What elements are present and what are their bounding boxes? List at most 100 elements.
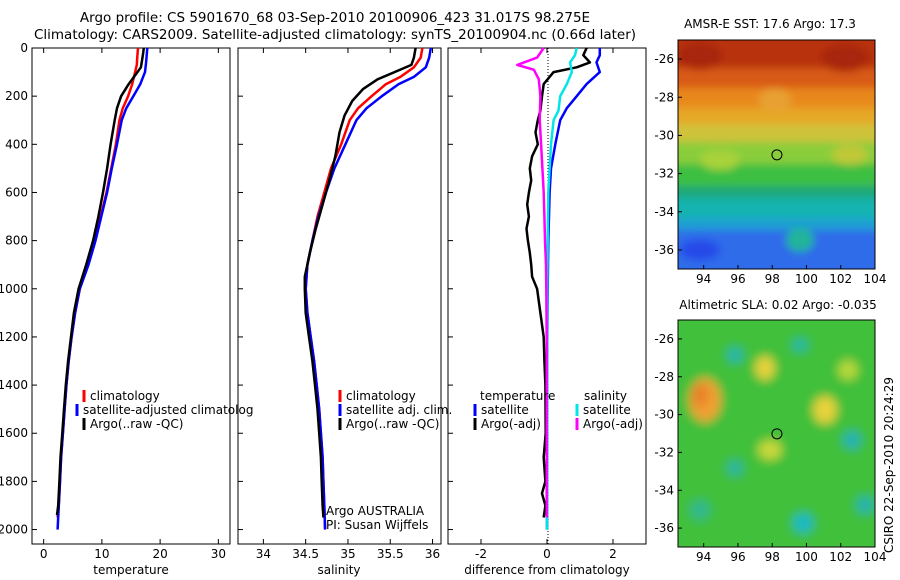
map-x-tick-label: 96 — [730, 550, 745, 564]
legend-label-temp-satellite: satellite — [481, 403, 529, 417]
argo-location-marker — [771, 149, 783, 161]
sst-map-ticks: 94 96 98 100 102 104 -26 -28 -30 -32 -34 -36 — [654, 52, 886, 286]
sst-heatmap — [678, 40, 875, 269]
salinity-xlabel: salinity — [317, 563, 360, 577]
map-x-tick-label: 100 — [795, 272, 818, 286]
difference-lines — [516, 47, 602, 530]
x-tick-label: 35.5 — [377, 547, 404, 561]
difference-xticks: -2 0 2 — [448, 47, 617, 561]
temperature-axes-box — [31, 47, 231, 545]
sla-map-title: Altimetric SLA: 0.02 Argo: -0.035 — [679, 298, 876, 312]
map-x-tick-label: 96 — [730, 272, 745, 286]
temperature-legend: climatology satellite-adjusted climatolo… — [75, 389, 253, 431]
map-y-tick-label: -30 — [654, 128, 674, 142]
legend-label-temp-argo: Argo(-adj) — [481, 417, 541, 431]
map-x-tick-label: 98 — [765, 550, 780, 564]
x-tick-label: 0 — [40, 547, 48, 561]
sst-map-title: AMSR-E SST: 17.6 Argo: 17.3 — [684, 17, 856, 31]
salinity-panel: 34 34.5 35 35.5 36 climatology satellite adj… — [237, 47, 452, 577]
map-x-tick-label: 94 — [696, 550, 711, 564]
legend-heading-salinity: salinity — [584, 389, 627, 403]
legend-label-sal-argo: Argo(-adj) — [583, 417, 643, 431]
map-y-tick-label: -28 — [654, 90, 674, 104]
salinity-xticks: 34 34.5 35 35.5 36 — [238, 47, 440, 561]
y-tick-label: 1600 — [0, 426, 28, 440]
map-y-tick-label: -28 — [654, 370, 674, 384]
legend-label-climatology: climatology — [346, 389, 416, 403]
map-y-tick-label: -30 — [654, 408, 674, 422]
series-line-argo — [55, 47, 146, 516]
temperature-yticks: 0 200 400 600 800 1000 1200 1400 1600 1800 2000 — [0, 41, 37, 537]
pi-label: PI: Susan Wijffels — [326, 518, 428, 532]
series-line-argo — [303, 47, 417, 518]
x-tick-label: 20 — [152, 547, 167, 561]
temperature-xticks: 0 10 20 30 — [40, 48, 226, 561]
salinity-legend: climatology satellite adj. clim. Argo(..… — [338, 389, 452, 431]
sla-axes-box — [677, 319, 876, 548]
temperature-panel: 0 200 400 600 800 1000 1200 1400 1600 1800 2000 0 1… — [0, 41, 253, 577]
y-tick-label: 1800 — [0, 474, 28, 488]
map-y-tick-label: -36 — [654, 243, 674, 257]
map-x-tick-label: 104 — [864, 550, 887, 564]
difference-xlabel: difference from climatology — [464, 563, 630, 577]
sla-heatmap — [678, 320, 875, 547]
figure-title-line1: Argo profile: CS 5901670_68 03-Sep-2010 … — [79, 10, 591, 26]
figure-title-line2: Climatology: CARS2009. Satellite-adjuste… — [33, 27, 637, 43]
x-tick-label: 36 — [425, 547, 440, 561]
x-tick-label: 30 — [211, 547, 226, 561]
x-tick-label: 10 — [94, 547, 109, 561]
argo-australia-label: Argo AUSTRALIA — [326, 504, 425, 518]
sst-axes-box — [677, 39, 876, 270]
map-y-tick-label: -32 — [654, 167, 674, 181]
map-x-tick-label: 104 — [864, 272, 887, 286]
y-tick-label: 0 — [20, 41, 28, 55]
series-line-climatology — [56, 47, 140, 518]
map-y-tick-label: -36 — [654, 521, 674, 535]
legend-label-sal-satellite: satellite — [583, 403, 631, 417]
x-tick-label: -2 — [475, 547, 487, 561]
legend-label-satellite: satellite adj. clim. — [346, 403, 452, 417]
y-tick-label: 200 — [5, 89, 28, 103]
y-tick-label: 2000 — [0, 523, 28, 537]
sla-map-panel: Altimetric SLA: 0.02 Argo: -0.035 94 96 98… — [654, 298, 886, 564]
series-line-satellite — [56, 47, 149, 530]
legend-heading-temperature: temperature — [480, 389, 555, 403]
x-tick-label: 0 — [543, 547, 551, 561]
y-tick-label: 1400 — [0, 378, 28, 392]
y-tick-label: 1000 — [0, 282, 28, 296]
argo-location-marker — [771, 428, 783, 440]
series-line-salinity-argo — [516, 47, 548, 518]
legend-label-argo: Argo(..raw -QC) — [90, 417, 183, 431]
temperature-xlabel: temperature — [93, 563, 168, 577]
series-line-satellite — [304, 47, 433, 530]
map-x-tick-label: 102 — [829, 272, 852, 286]
map-y-tick-label: -34 — [654, 483, 674, 497]
difference-panel: -2 0 2 temperature salinity satellite sate… — [447, 47, 647, 577]
y-tick-label: 800 — [5, 234, 28, 248]
legend-label-satellite: satellite-adjusted climatolog — [83, 403, 253, 417]
map-x-tick-label: 98 — [765, 272, 780, 286]
x-tick-label: 34 — [256, 547, 271, 561]
credit-vertical: CSIRO 22-Sep-2010 20:24:29 — [882, 377, 896, 553]
sla-map-ticks: 94 96 98 100 102 104 -26 -28 -30 -32 -34 -36 — [654, 332, 886, 564]
x-tick-label: 35 — [340, 547, 355, 561]
map-y-tick-label: -26 — [654, 332, 674, 346]
x-tick-label: 34.5 — [292, 547, 319, 561]
sst-map-panel: AMSR-E SST: 17.6 Argo: 17.3 — [654, 17, 886, 286]
map-x-tick-label: 100 — [795, 550, 818, 564]
x-tick-label: 2 — [609, 547, 617, 561]
map-x-tick-label: 94 — [696, 272, 711, 286]
map-y-tick-label: -34 — [654, 205, 674, 219]
series-line-salinity-satellite — [545, 47, 578, 530]
series-line-temperature-argo — [525, 47, 592, 518]
temperature-lines — [55, 47, 149, 530]
y-tick-label: 1200 — [0, 330, 28, 344]
salinity-lines — [303, 47, 433, 530]
map-x-tick-label: 102 — [829, 550, 852, 564]
y-tick-label: 600 — [5, 185, 28, 199]
map-y-tick-label: -26 — [654, 52, 674, 66]
salinity-axes-box — [237, 47, 442, 545]
legend-label-climatology: climatology — [90, 389, 160, 403]
legend-label-argo: Argo(..raw -QC) — [346, 417, 439, 431]
